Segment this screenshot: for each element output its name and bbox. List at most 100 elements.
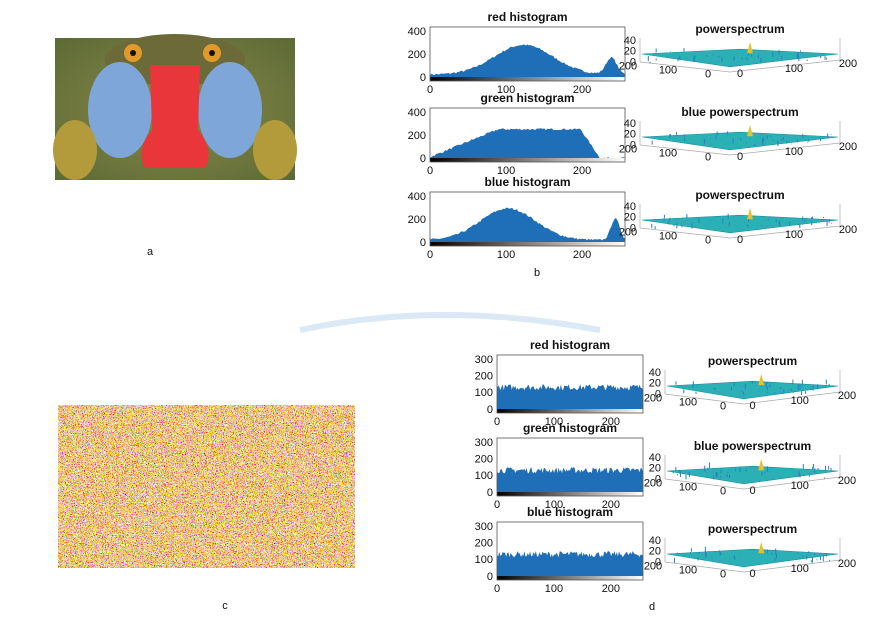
spectrum-axes (639, 121, 841, 156)
plot-frame (496, 521, 644, 581)
spectrum-title: powerspectrum (708, 354, 797, 368)
right-tick-label: 100 (791, 480, 809, 492)
y-tick-label: 100 (475, 470, 493, 482)
y-tick-label: 200 (475, 538, 493, 550)
z-tick-label: 20 (649, 463, 661, 475)
right-tick-label: 0 (737, 151, 743, 163)
x-tick-label: 200 (573, 165, 591, 177)
z-tick-label: 0 (655, 557, 661, 569)
spectrum-title: blue powerspectrum (694, 439, 811, 453)
spectrum-axes (639, 38, 841, 73)
baboon-image (53, 34, 297, 180)
left-tick-label: 0 (705, 69, 711, 81)
left-tick-label: 0 (720, 486, 726, 498)
z-tick-label: 0 (655, 389, 661, 401)
left-tick-label: 0 (705, 152, 711, 164)
spectrum-axes (664, 370, 841, 405)
spectrum-peak (758, 374, 765, 386)
z-tick-label: 40 (624, 35, 636, 47)
right-tick-label: 100 (785, 146, 803, 158)
colorbar (497, 409, 643, 413)
spectrum-axes (639, 204, 841, 239)
left-tick-label: 0 (705, 235, 711, 247)
right-tick-label: 200 (838, 558, 856, 570)
y-tick-label: 300 (475, 354, 493, 366)
y-tick-label: 0 (420, 153, 426, 165)
spectrum-peak (758, 459, 765, 471)
y-tick-label: 300 (475, 521, 493, 533)
z-tick-label: 40 (649, 367, 661, 379)
right-tick-label: 0 (749, 568, 755, 580)
y-tick-label: 200 (408, 130, 426, 142)
y-tick-label: 200 (475, 371, 493, 383)
histogram-title: red histogram (487, 10, 567, 24)
left-tick-label: 100 (659, 231, 677, 243)
plot-frame (496, 437, 644, 497)
encrypted-image (58, 405, 355, 568)
spectrum-title: blue powerspectrum (681, 105, 798, 119)
y-tick-label: 0 (487, 487, 493, 499)
spectrum-surface (666, 465, 839, 485)
panel-label: c (222, 600, 228, 612)
spectrum-surface (666, 548, 839, 568)
spectrum-surface (666, 380, 839, 400)
x-tick-label: 100 (545, 583, 563, 595)
z-tick-label: 20 (624, 129, 636, 141)
right-tick-label: 100 (791, 395, 809, 407)
z-tick-label: 0 (630, 57, 636, 69)
y-tick-label: 0 (420, 237, 426, 249)
colorbar (430, 158, 625, 162)
right-tick-label: 200 (839, 58, 857, 70)
left-tick-label: 0 (720, 569, 726, 581)
left-tick-label: 100 (679, 482, 697, 494)
x-tick-label: 100 (497, 249, 515, 261)
histogram-bars (497, 467, 643, 492)
spectrum-title: powerspectrum (695, 188, 784, 202)
left-tick-label: 200 (619, 61, 637, 73)
x-tick-label: 200 (602, 499, 620, 511)
spectrum-peak (758, 542, 765, 554)
colorbar (497, 492, 643, 496)
x-tick-label: 0 (427, 249, 433, 261)
left-tick-label: 200 (644, 561, 662, 573)
y-tick-label: 0 (487, 404, 493, 416)
z-tick-label: 20 (624, 212, 636, 224)
spectrum-peak (747, 42, 753, 54)
x-tick-label: 100 (497, 165, 515, 177)
colorbar (430, 242, 625, 246)
x-tick-label: 0 (427, 84, 433, 96)
z-tick-label: 40 (649, 452, 661, 464)
spectrum-peak (747, 125, 753, 137)
right-tick-label: 100 (785, 63, 803, 75)
panel-label: b (534, 267, 540, 279)
right-tick-label: 100 (785, 229, 803, 241)
left-tick-label: 200 (644, 478, 662, 490)
right-tick-label: 200 (839, 141, 857, 153)
left-tick-label: 100 (659, 148, 677, 160)
y-tick-label: 200 (408, 49, 426, 61)
left-tick-label: 100 (679, 565, 697, 577)
left-tick-label: 100 (679, 397, 697, 409)
plot-frame (429, 26, 626, 82)
histogram-bars (497, 551, 643, 576)
watermark (299, 312, 601, 333)
histogram-bars (430, 44, 625, 77)
spectrum-surface (641, 214, 839, 234)
histogram-title: green histogram (523, 421, 617, 435)
z-tick-label: 40 (649, 535, 661, 547)
histogram-title: red histogram (530, 338, 610, 352)
x-tick-label: 0 (427, 165, 433, 177)
histogram-title: blue histogram (484, 175, 570, 189)
colorbar (497, 576, 643, 580)
spectrum-surface (641, 131, 839, 151)
x-tick-label: 200 (602, 416, 620, 428)
histogram-title: blue histogram (527, 505, 613, 519)
y-tick-label: 200 (475, 454, 493, 466)
y-tick-label: 200 (408, 214, 426, 226)
panel-label: a (147, 246, 154, 258)
histogram-bars (430, 128, 625, 159)
right-tick-label: 200 (838, 475, 856, 487)
spectrum-peak (747, 208, 753, 220)
z-tick-label: 20 (649, 546, 661, 558)
x-tick-label: 0 (494, 499, 500, 511)
